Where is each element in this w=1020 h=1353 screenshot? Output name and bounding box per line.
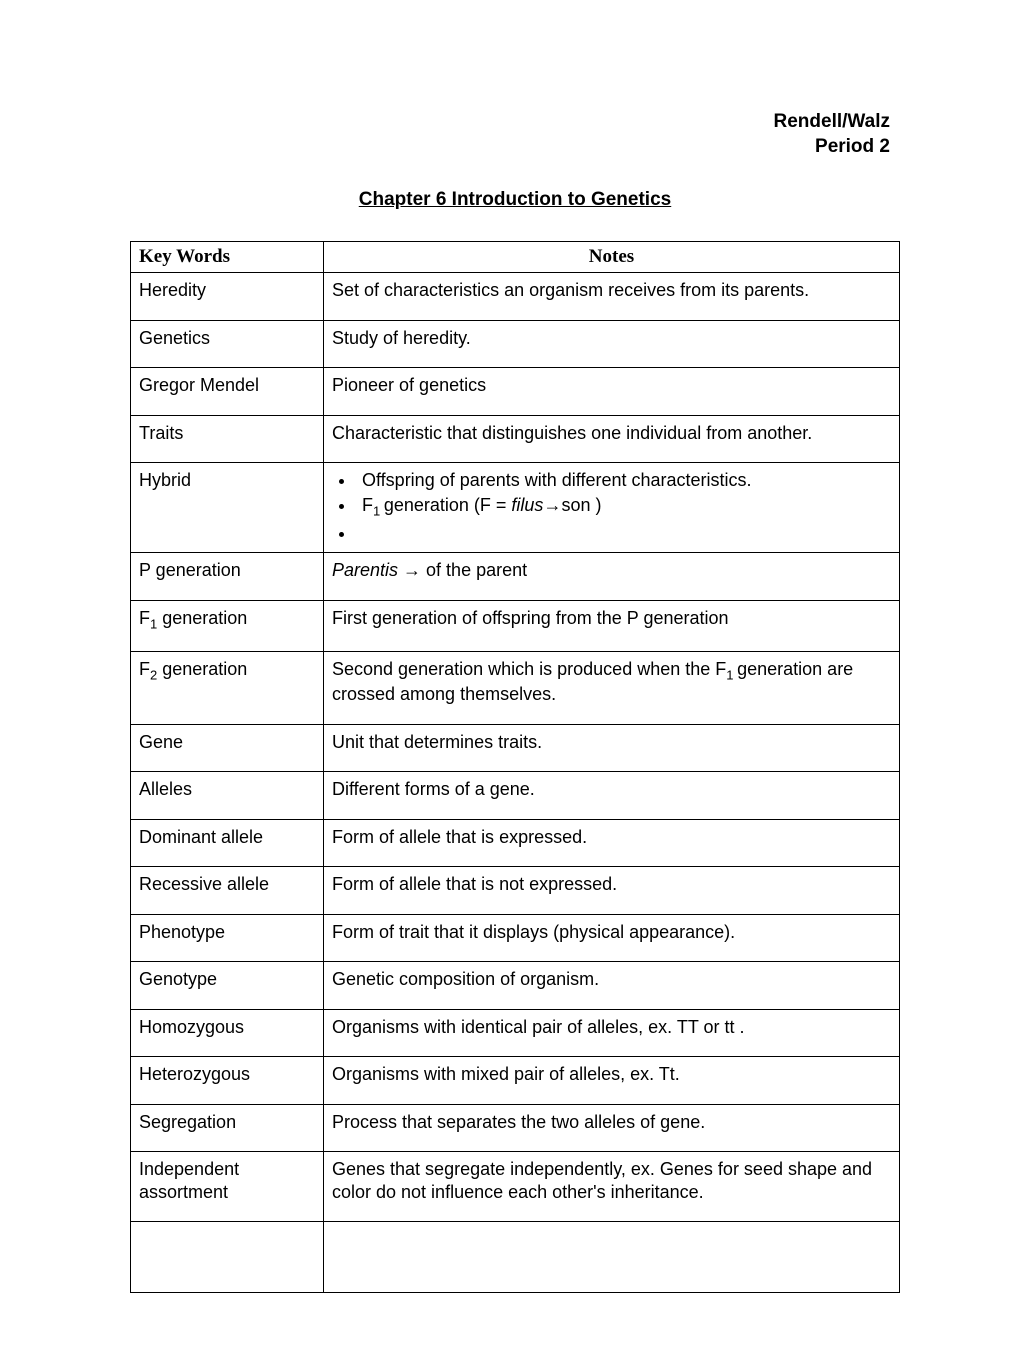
bullet-item: F1 generation (F = filus→son ): [356, 494, 891, 520]
table-row: Recessive allele Form of allele that is …: [131, 867, 900, 915]
table-row-empty: [131, 1222, 900, 1293]
table-row: F1 generation First generation of offspr…: [131, 600, 900, 651]
vocab-table: Key Words Notes Heredity Set of characte…: [130, 241, 900, 1293]
key-word: Segregation: [131, 1104, 324, 1152]
table-row: Alleles Different forms of a gene.: [131, 772, 900, 820]
key-word: Gene: [131, 724, 324, 772]
note-text: Organisms with mixed pair of alleles, ex…: [324, 1057, 900, 1105]
key-word: [131, 1222, 324, 1293]
table-row: Phenotype Form of trait that it displays…: [131, 914, 900, 962]
note-text: Second generation which is produced when…: [324, 651, 900, 724]
chapter-title: Chapter 6 Introduction to Genetics: [130, 189, 900, 211]
col-header-notes: Notes: [324, 242, 900, 273]
note-text: [324, 1222, 900, 1293]
key-word: Genetics: [131, 320, 324, 368]
key-word: Traits: [131, 415, 324, 463]
note-text: Parentis → of the parent: [324, 553, 900, 601]
note-text: Form of trait that it displays (physical…: [324, 914, 900, 962]
note-text: Set of characteristics an organism recei…: [324, 273, 900, 321]
table-row: F2 generation Second generation which is…: [131, 651, 900, 724]
key-word: F1 generation: [131, 600, 324, 651]
key-word: Dominant allele: [131, 819, 324, 867]
note-text: Genes that segregate independently, ex. …: [324, 1152, 900, 1222]
note-text: Pioneer of genetics: [324, 368, 900, 416]
bullet-list: Offspring of parents with different char…: [332, 469, 891, 544]
bullet-item: Offspring of parents with different char…: [356, 469, 891, 492]
table-row: Heredity Set of characteristics an organ…: [131, 273, 900, 321]
table-row: Genetics Study of heredity.: [131, 320, 900, 368]
note-text: Unit that determines traits.: [324, 724, 900, 772]
bullet-item: [356, 522, 891, 545]
key-word: Genotype: [131, 962, 324, 1010]
table-header-row: Key Words Notes: [131, 242, 900, 273]
table-row: Segregation Process that separates the t…: [131, 1104, 900, 1152]
table-row: Independent assortment Genes that segreg…: [131, 1152, 900, 1222]
table-row: Traits Characteristic that distinguishes…: [131, 415, 900, 463]
note-text: Form of allele that is expressed.: [324, 819, 900, 867]
note-text: Genetic composition of organism.: [324, 962, 900, 1010]
table-row: Dominant allele Form of allele that is e…: [131, 819, 900, 867]
table-row: Gene Unit that determines traits.: [131, 724, 900, 772]
note-text: Study of heredity.: [324, 320, 900, 368]
header-line-2: Period 2: [130, 135, 890, 160]
table-row: Genotype Genetic composition of organism…: [131, 962, 900, 1010]
table-row: Gregor Mendel Pioneer of genetics: [131, 368, 900, 416]
note-text: Organisms with identical pair of alleles…: [324, 1009, 900, 1057]
header-author-block: Rendell/Walz Period 2: [130, 110, 900, 159]
note-text: Different forms of a gene.: [324, 772, 900, 820]
key-word: Heterozygous: [131, 1057, 324, 1105]
key-word: Recessive allele: [131, 867, 324, 915]
key-word: P generation: [131, 553, 324, 601]
key-word: F2 generation: [131, 651, 324, 724]
key-word: Alleles: [131, 772, 324, 820]
key-word: Heredity: [131, 273, 324, 321]
key-word: Phenotype: [131, 914, 324, 962]
note-text: Process that separates the two alleles o…: [324, 1104, 900, 1152]
note-text: Characteristic that distinguishes one in…: [324, 415, 900, 463]
header-line-1: Rendell/Walz: [130, 110, 890, 135]
document-page: Rendell/Walz Period 2 Chapter 6 Introduc…: [0, 0, 1020, 1353]
table-row: Homozygous Organisms with identical pair…: [131, 1009, 900, 1057]
key-word: Hybrid: [131, 463, 324, 553]
note-text: Form of allele that is not expressed.: [324, 867, 900, 915]
col-header-keywords: Key Words: [131, 242, 324, 273]
note-text: First generation of offspring from the P…: [324, 600, 900, 651]
table-row: Hybrid Offspring of parents with differe…: [131, 463, 900, 553]
note-text: Offspring of parents with different char…: [324, 463, 900, 553]
key-word: Gregor Mendel: [131, 368, 324, 416]
key-word: Independent assortment: [131, 1152, 324, 1222]
table-row: Heterozygous Organisms with mixed pair o…: [131, 1057, 900, 1105]
key-word: Homozygous: [131, 1009, 324, 1057]
table-row: P generation Parentis → of the parent: [131, 553, 900, 601]
